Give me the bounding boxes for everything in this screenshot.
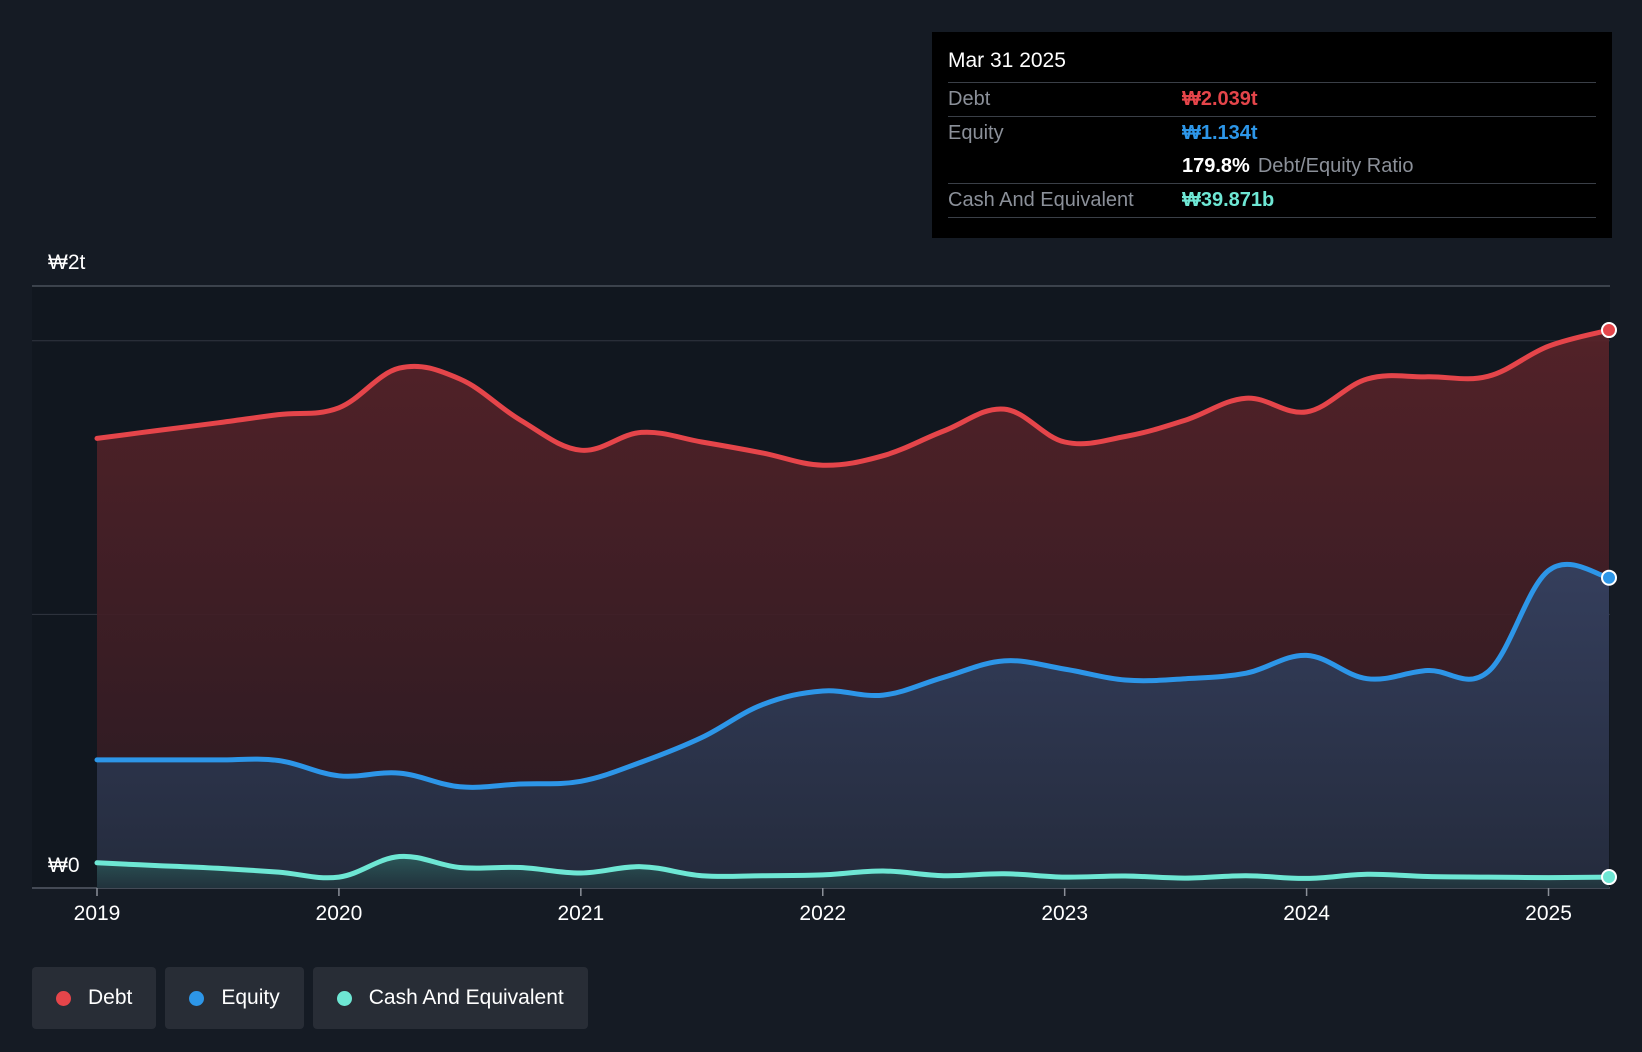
tooltip-debt-row: Debt ₩2.039t [948,83,1596,117]
y-axis: ₩0 ₩2t [48,251,86,877]
tooltip-date: Mar 31 2025 [948,46,1596,83]
tooltip-ratio-label: Debt/Equity Ratio [1257,155,1414,177]
cash-line [94,853,1612,881]
x-tick-label-2025: 2025 [1525,902,1572,925]
tooltip-equity-label: Equity [948,122,1004,144]
tooltip-cash-value: ₩39.871b [1182,189,1275,211]
x-tick-label-2023: 2023 [1041,902,1088,925]
series-areas [97,330,1609,889]
x-tick-label-2022: 2022 [799,902,846,925]
series-lines [94,327,1612,881]
equity-line [94,561,1612,790]
equity-area [97,564,1609,888]
tooltip-cash-row: Cash And Equivalent ₩39.871b [948,184,1596,218]
y-tick-label-0: ₩0 [48,854,80,877]
equity-end-marker[interactable] [1601,569,1617,586]
y-tick-label-2t: ₩2t [48,251,86,274]
tooltip-ratio-row: 179.8% Debt/Equity Ratio [948,150,1596,184]
legend-label-cash: Cash And Equivalent [368,986,564,1009]
legend-item-debt[interactable]: Debt [32,967,157,1029]
cash-area [97,856,1609,888]
debt-end-marker[interactable] [1601,322,1617,339]
x-tick-label-2021: 2021 [557,902,604,925]
legend-dot-cash [336,990,352,1006]
cash-end-marker[interactable] [1601,869,1617,886]
legend-dot-debt [56,990,71,1006]
x-tick-label-2020: 2020 [316,902,363,925]
tooltip-panel: Mar 31 2025 Debt ₩2.039t Equity ₩1.134t … [932,32,1612,238]
series-end-markers [1601,322,1617,886]
tooltip-ratio-value: 179.8% [1182,155,1250,177]
legend-label-debt: Debt [88,986,133,1009]
debt-line [94,327,1612,468]
x-tick-label-2019: 2019 [74,902,121,925]
tooltip-debt-label: Debt [948,88,991,110]
tooltip-cash-label: Cash And Equivalent [948,189,1134,211]
legend-label-equity: Equity [221,986,280,1009]
legend-item-equity[interactable]: Equity [165,967,304,1029]
tooltip-equity-row: Equity ₩1.134t [948,117,1596,150]
tooltip-equity-value: ₩1.134t [1182,122,1258,144]
legend-dot-equity [189,990,205,1006]
legend: Debt Equity Cash And Equivalent [32,967,588,1029]
tooltip-debt-value: ₩2.039t [1182,88,1258,110]
x-axis: 2019 2020 2021 2022 2023 2024 2025 [74,888,1572,925]
legend-item-cash[interactable]: Cash And Equivalent [312,967,588,1029]
x-tick-label-2024: 2024 [1283,902,1330,925]
